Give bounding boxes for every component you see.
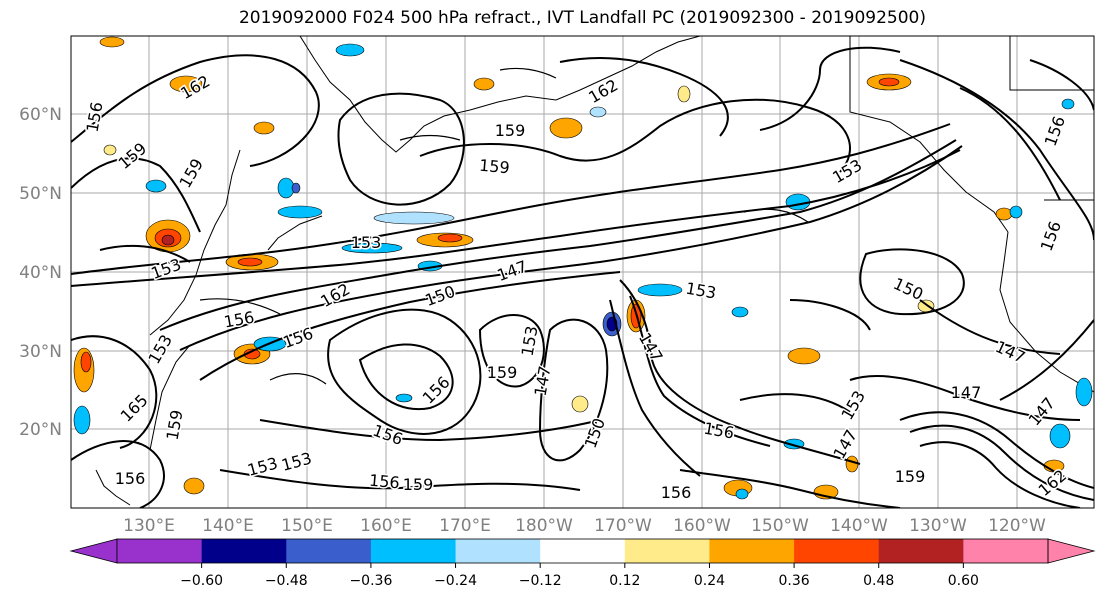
refractivity-contours [71,46,1094,508]
colorbar-ticks: −0.60 −0.48 −0.36 −0.24 −0.12 0.12 0.24 0.36 0.4… [180,563,979,589]
colorbar-arrow-left [69,538,118,564]
latitude-labels: 20°N 30°N 40°N 50°N 60°N [19,105,62,440]
lat-tick-label: 60°N [19,105,62,125]
colorbar-cell [201,539,287,563]
colorbar-tick-label: −0.60 [180,573,223,589]
lat-tick-label: 30°N [19,342,62,362]
contour-label: 156 [368,471,400,493]
lon-tick-label: 180°W [515,516,573,536]
colorbar-cell [624,539,710,563]
colorbar-cell [963,539,1049,563]
lon-tick-label: 130°W [909,516,967,536]
colorbar-cell [455,539,541,563]
colorbar-tick-label: 0.60 [948,573,979,589]
lat-tick-label: 50°N [19,184,62,204]
lon-tick-label: 130°E [123,516,175,536]
colorbar-cell [794,539,880,563]
colorbar-cell [370,539,457,563]
lon-tick-label: 170°E [439,516,491,536]
colorbar-cell [540,539,626,563]
colorbar-cell [709,539,795,563]
lat-tick-label: 20°N [19,420,62,440]
contour-label: 153 [351,233,382,252]
colorbar-tick-label: 0.12 [609,573,640,589]
colorbar-tick-label: 0.24 [694,573,725,589]
colorbar-tick-label: 0.36 [779,573,810,589]
colorbar-tick-label: −0.48 [265,573,308,589]
lon-tick-label: 140°E [202,516,254,536]
colorbar-tick-label: −0.24 [434,573,477,589]
lon-tick-label: 150°E [281,516,333,536]
contour-label: 159 [495,121,526,140]
longitude-labels: 130°E 140°E 150°E 160°E 170°E 180°W 170°W 160°W… [123,516,1046,536]
contour-label: 156 [115,469,146,488]
colorbar-cells [69,538,1096,564]
colorbar-tick-label: 0.48 [863,573,894,589]
lon-tick-label: 150°W [751,516,809,536]
figure-title: 2019092000 F024 500 hPa refract., IVT La… [238,8,926,28]
colorbar-cell [117,539,203,563]
contour-label: 159 [478,156,510,178]
contour-label: 159 [403,475,434,494]
thin-contours [199,67,809,385]
map-frame [70,35,1095,509]
contour-label: 147 [951,383,982,402]
lon-tick-label: 160°W [673,516,731,536]
lon-tick-label: 140°W [830,516,888,536]
contour-label: 159 [895,467,926,486]
colorbar-cell [878,539,964,563]
colorbar-arrow-right [1047,538,1096,564]
lon-tick-label: 160°E [360,516,412,536]
negative-anomaly-patches [73,43,1093,500]
colorbar-tick-label: −0.12 [519,573,562,589]
positive-anomaly-patches [73,36,1065,500]
contour-label: 156 [661,483,692,502]
graticule [71,36,1094,508]
colorbar-tick-label: −0.36 [349,573,392,589]
lon-tick-label: 120°W [988,516,1046,536]
lon-tick-label: 170°W [594,516,652,536]
contour-label: 159 [487,363,518,382]
contour-label: 156 [83,100,107,133]
lat-tick-label: 40°N [19,263,62,283]
colorbar-cell [286,539,372,563]
